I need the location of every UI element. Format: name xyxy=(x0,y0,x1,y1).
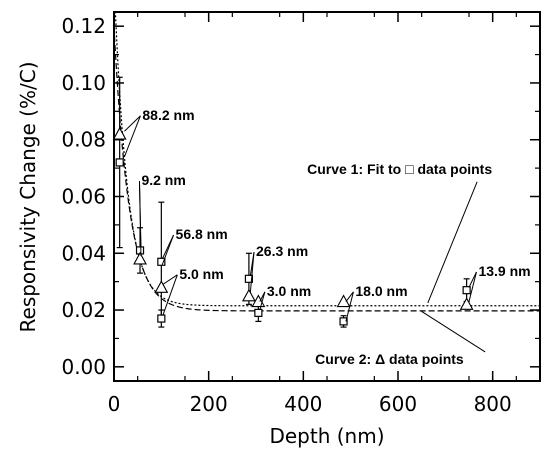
triangle-data-point xyxy=(459,297,474,310)
annotation-label-9: Curve 1: Fit to □ data points xyxy=(307,161,492,177)
annotation-leader-line xyxy=(345,291,354,322)
y-tick-label: 0.04 xyxy=(61,241,106,265)
y-tick-label: 0.10 xyxy=(61,71,106,95)
annotation-leader-line xyxy=(259,291,266,311)
triangle-data-point xyxy=(241,288,256,302)
plot-frame xyxy=(113,11,541,382)
annotation-label-8: 13.9 nm xyxy=(478,263,530,279)
y-tick-label: 0.06 xyxy=(61,185,106,209)
x-tick-label: 800 xyxy=(474,392,512,416)
annotation-leader-line xyxy=(124,115,141,132)
fit-curve-2 xyxy=(114,27,540,312)
square-data-point xyxy=(157,257,166,266)
annotation-label-2: 9.2 nm xyxy=(141,172,185,188)
x-tick-label: 0 xyxy=(108,392,121,416)
annotation-label-3: 56.8 nm xyxy=(176,226,228,242)
square-data-point xyxy=(115,158,124,167)
annotation-leaders xyxy=(123,115,486,353)
annotation-leader-line xyxy=(345,291,354,302)
fit-curves xyxy=(114,12,540,312)
annotation-leader-line xyxy=(162,274,178,316)
y-tick-label: 0.08 xyxy=(61,128,106,152)
x-tick-label: 600 xyxy=(379,392,417,416)
annotation-labels: 88.2 nm 9.2 nm 56.8 nm 5.0 nm 26.3 nm 3.0 nm 1… xyxy=(141,107,530,367)
x-axis-label: Depth (nm) xyxy=(269,424,384,448)
y-axis-label: Responsivity Change (%/C) xyxy=(16,62,40,333)
annotation-label-7: 18.0 nm xyxy=(355,283,407,299)
annotation-leader-line xyxy=(249,252,255,294)
annotation-leader-line xyxy=(427,181,478,304)
annotation-label-6: 3.0 nm xyxy=(267,283,311,299)
fit-curve-1 xyxy=(114,12,540,307)
y-tick-label: 0.00 xyxy=(61,355,106,379)
square-data-point xyxy=(462,286,471,295)
annotation-label-4: 5.0 nm xyxy=(179,266,223,282)
square-data-point xyxy=(244,274,253,283)
triangle-data-point xyxy=(112,126,127,140)
annotation-label-5: 26.3 nm xyxy=(256,243,308,259)
triangle-data-point xyxy=(336,294,351,308)
annotation-leader-line xyxy=(161,234,175,265)
annotation-label-1: 88.2 nm xyxy=(142,107,194,123)
annotation-label-10: Curve 2: Δ data points xyxy=(315,351,464,367)
square-data-point xyxy=(157,314,166,323)
square-data-point xyxy=(254,308,263,317)
data-markers xyxy=(112,126,474,326)
square-data-point xyxy=(339,317,348,326)
annotation-leader-line xyxy=(162,274,178,285)
plot-border xyxy=(113,11,541,382)
y-tick-label: 0.12 xyxy=(61,14,106,38)
x-tick-label: 200 xyxy=(190,392,228,416)
axis-ticks xyxy=(113,12,540,381)
annotation-leader-line xyxy=(468,271,477,302)
tick-labels: 0 200 400 600 800 0.00 0.02 0.04 0.06 0.08 0.10 0.1… xyxy=(61,14,511,416)
annotation-leader-line xyxy=(421,311,486,353)
triangle-data-point xyxy=(154,280,169,293)
triangle-data-point xyxy=(133,251,147,265)
y-tick-label: 0.02 xyxy=(61,298,106,322)
annotation-leader-line xyxy=(468,271,477,288)
annotation-leader-line xyxy=(138,181,142,257)
annotation-leader-line xyxy=(123,115,141,157)
x-tick-label: 400 xyxy=(284,392,322,416)
